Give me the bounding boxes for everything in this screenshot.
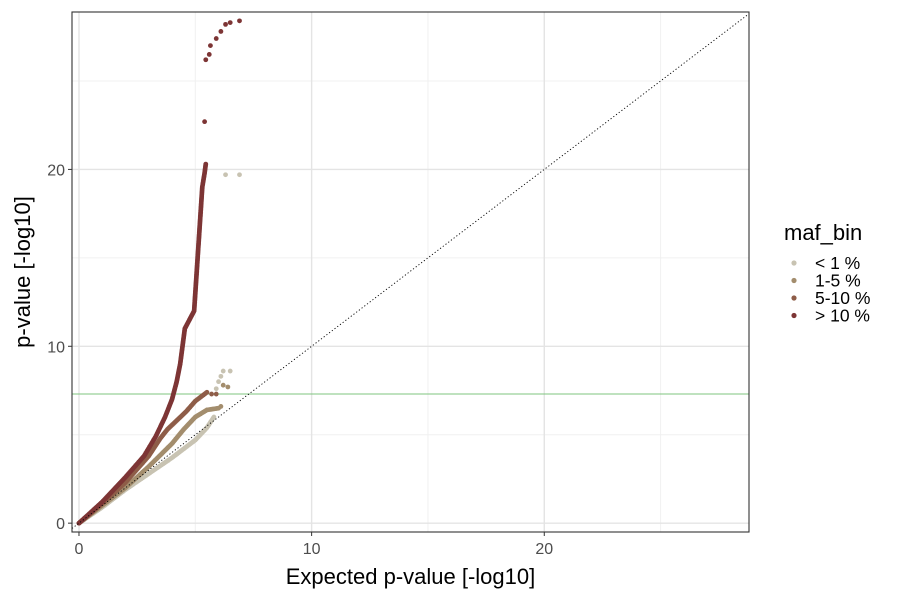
plot-area: 0 10 20 0 10 20 Expected p-value [-log10] p-val… xyxy=(10,11,750,589)
x-axis-title: Expected p-value [-log10] xyxy=(286,564,536,589)
x-tick-label: 20 xyxy=(535,541,553,558)
data-point xyxy=(209,391,214,397)
data-point xyxy=(213,391,219,397)
data-point xyxy=(218,29,224,34)
data-point xyxy=(223,21,228,27)
legend-label-2: 1-5 % xyxy=(815,271,861,291)
y-axis-title: p-value [-log10] xyxy=(10,196,35,348)
data-point xyxy=(216,379,221,385)
series-4 xyxy=(76,18,242,526)
data-layer xyxy=(72,13,749,529)
data-point xyxy=(203,161,209,167)
legend-label-1: < 1 % xyxy=(815,253,860,273)
data-point xyxy=(227,20,233,26)
y-tick-label: 20 xyxy=(47,162,65,179)
panel-border xyxy=(71,11,750,533)
data-point xyxy=(227,368,233,374)
data-point xyxy=(211,414,217,420)
data-point xyxy=(225,384,231,390)
y-tick-label: 10 xyxy=(47,339,65,356)
data-point xyxy=(218,404,224,409)
diagonal-reference-line xyxy=(72,13,749,529)
data-point xyxy=(208,43,213,49)
data-point xyxy=(206,52,212,57)
legend-label-4: > 10 % xyxy=(815,306,870,326)
legend-title: maf_bin xyxy=(784,220,862,245)
legend-key-1 xyxy=(791,260,797,266)
data-point xyxy=(220,382,226,388)
legend-key-2 xyxy=(791,277,797,284)
data-point xyxy=(223,172,228,178)
y-tick-label: 0 xyxy=(56,516,65,533)
legend-key-4 xyxy=(791,312,797,319)
data-point xyxy=(204,389,210,395)
data-point xyxy=(218,373,224,379)
data-point xyxy=(202,119,208,125)
x-tick-label: 10 xyxy=(303,541,321,558)
data-point xyxy=(213,36,219,41)
legend-key-3 xyxy=(791,295,797,301)
legend-label-3: 5-10 % xyxy=(815,288,870,308)
x-tick-label: 0 xyxy=(75,541,84,558)
data-point xyxy=(213,386,219,392)
data-point xyxy=(220,368,226,374)
data-point xyxy=(237,18,242,24)
data-point xyxy=(203,57,209,63)
data-point xyxy=(237,172,242,178)
legend: maf_bin < 1 %1-5 %5-10 %> 10 % xyxy=(784,220,870,326)
